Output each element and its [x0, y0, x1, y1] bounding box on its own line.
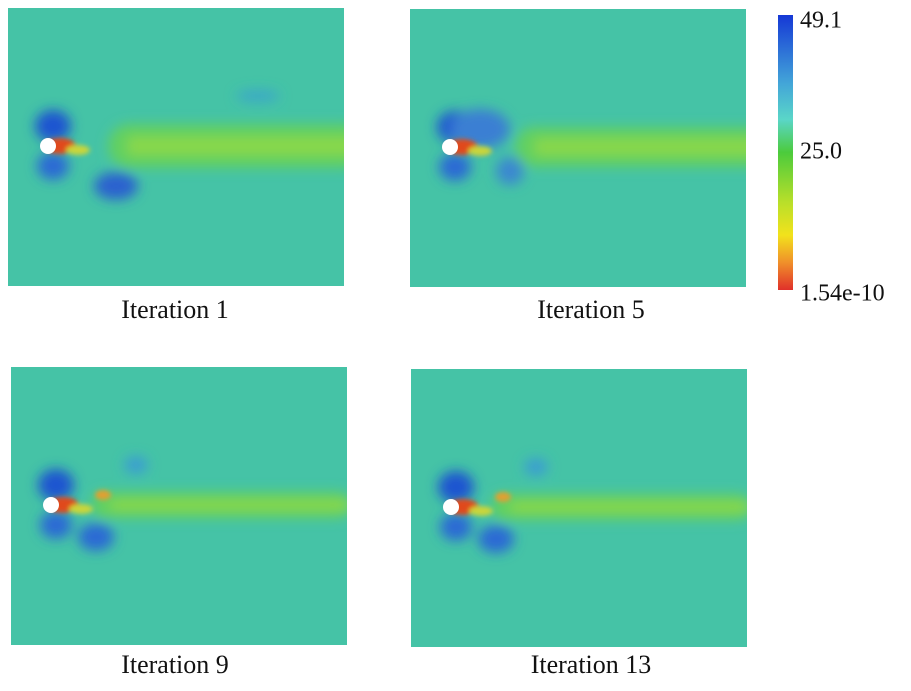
vortex-faint — [236, 90, 280, 102]
vortex-shed — [478, 525, 514, 553]
wake-core — [535, 139, 746, 155]
shear-layer — [468, 146, 492, 156]
colorbar — [778, 15, 793, 290]
field-features — [437, 109, 746, 185]
wake-core — [128, 137, 344, 155]
flow-field — [411, 369, 747, 647]
eddy — [95, 490, 111, 500]
cylinder — [443, 499, 459, 515]
vortex-shed — [94, 172, 138, 200]
vortex-faint — [124, 456, 148, 474]
cylinder — [442, 139, 458, 155]
eddy — [495, 492, 511, 502]
cylinder — [40, 138, 56, 154]
vortex-upper — [35, 110, 71, 142]
wake-core — [111, 499, 347, 511]
flow-field — [410, 9, 746, 287]
field-features — [35, 90, 344, 200]
shear-layer — [69, 504, 93, 514]
cylinder — [43, 497, 59, 513]
field-features — [438, 458, 747, 553]
flow-field — [11, 367, 347, 645]
vortex-shed — [450, 109, 510, 149]
colorbar-min: 1.54e-10 — [800, 281, 885, 307]
vortex-lower — [40, 511, 72, 539]
panel-caption: Iteration 13 — [531, 650, 652, 679]
vortex-upper — [38, 469, 74, 501]
panel-caption: Iteration 9 — [121, 650, 229, 679]
shear-layer — [66, 145, 90, 155]
vortex-lower — [440, 513, 472, 541]
vortex-shed — [78, 523, 114, 551]
wake-core — [511, 501, 747, 513]
flow-field — [8, 8, 344, 286]
panel-caption: Iteration 1 — [121, 295, 229, 324]
colorbar-mid: 25.0 — [800, 139, 842, 165]
colorbar-max: 49.1 — [800, 8, 842, 34]
vortex-upper — [438, 471, 474, 503]
panel-caption: Iteration 5 — [537, 295, 645, 324]
vortex-lower — [37, 152, 69, 180]
field-features — [38, 456, 347, 551]
vortex-shed-lower — [496, 157, 524, 185]
vortex-lower — [439, 153, 471, 181]
shear-layer — [469, 506, 493, 516]
vortex-faint — [524, 458, 548, 476]
